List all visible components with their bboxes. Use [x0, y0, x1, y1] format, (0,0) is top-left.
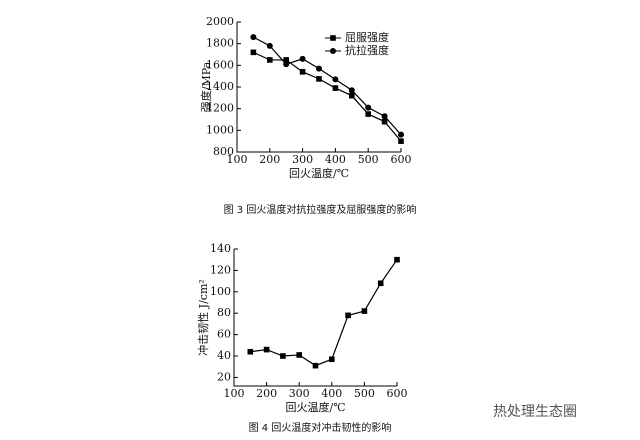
marker: [398, 138, 404, 144]
y-axis-label: 强度/MPa: [199, 61, 213, 112]
x-tick-label: 200: [259, 153, 280, 166]
marker: [299, 55, 306, 62]
x-tick-label: 600: [391, 153, 412, 166]
x-tick-label: 400: [321, 387, 342, 400]
y-tick-label: 120: [210, 263, 231, 276]
marker: [348, 87, 355, 94]
y-tick-label: 100: [210, 285, 231, 298]
marker: [365, 104, 372, 111]
legend-label: 屈服强度: [345, 30, 389, 44]
x-tick-label: 100: [224, 387, 245, 400]
x-tick-label: 300: [289, 387, 310, 400]
watermark: 热处理生态圈: [493, 404, 577, 420]
y-tick-label: 1600: [206, 58, 234, 71]
marker: [394, 256, 400, 263]
y-tick-label: 20: [217, 370, 231, 383]
x-axis-label: 回火温度/℃: [285, 400, 345, 414]
x-tick-label: 400: [325, 153, 346, 166]
legend-marker: [330, 35, 336, 41]
marker: [365, 111, 371, 117]
caption: 图 3 回火温度对抗拉强度及屈服强度的影响: [224, 203, 417, 216]
x-tick-label: 100: [227, 153, 248, 166]
marker: [329, 356, 335, 363]
marker: [283, 57, 289, 63]
x-tick-label: 500: [354, 387, 375, 400]
marker: [345, 312, 351, 319]
y-tick-label: 80: [217, 306, 231, 319]
marker: [280, 353, 286, 359]
y-tick-label: 1400: [206, 80, 234, 93]
x-axis-label: 回火温度/℃: [289, 166, 349, 180]
y-tick-label: 1000: [206, 123, 234, 136]
marker: [299, 69, 306, 75]
marker: [316, 76, 322, 82]
y-tick-label: 40: [217, 349, 231, 362]
marker: [267, 57, 273, 63]
marker: [296, 352, 302, 358]
caption: 图 4 回火温度对冲击韧性的影响: [249, 421, 392, 434]
legend-marker: [330, 48, 336, 54]
marker: [283, 61, 290, 68]
marker: [316, 65, 322, 72]
x-tick-label: 600: [387, 387, 408, 400]
marker: [349, 92, 355, 99]
marker: [250, 49, 257, 56]
marker: [312, 362, 319, 369]
y-tick-label: 60: [217, 328, 231, 341]
x-tick-label: 300: [292, 153, 313, 166]
marker: [247, 348, 254, 355]
x-tick-label: 200: [256, 387, 277, 400]
marker: [266, 42, 273, 49]
y-tick-label: 1200: [206, 102, 234, 115]
marker: [263, 346, 270, 353]
series-line: [250, 259, 398, 367]
marker: [381, 113, 388, 120]
y-tick-label: 140: [210, 242, 231, 255]
y-tick-label: 800: [213, 145, 234, 158]
x-tick-label: 500: [358, 153, 379, 166]
y-tick-label: 2000: [206, 15, 234, 28]
marker: [361, 308, 368, 314]
marker: [250, 34, 257, 41]
marker: [377, 280, 384, 287]
marker: [332, 85, 339, 91]
marker: [332, 76, 339, 83]
series-line: [253, 51, 402, 142]
marker: [398, 131, 404, 138]
legend-label: 抗拉强度: [345, 43, 389, 57]
y-axis-label: 冲击韧性 J/cm²: [196, 279, 210, 356]
y-tick-label: 1800: [206, 37, 234, 50]
series-line: [253, 36, 402, 136]
marker: [381, 118, 388, 125]
